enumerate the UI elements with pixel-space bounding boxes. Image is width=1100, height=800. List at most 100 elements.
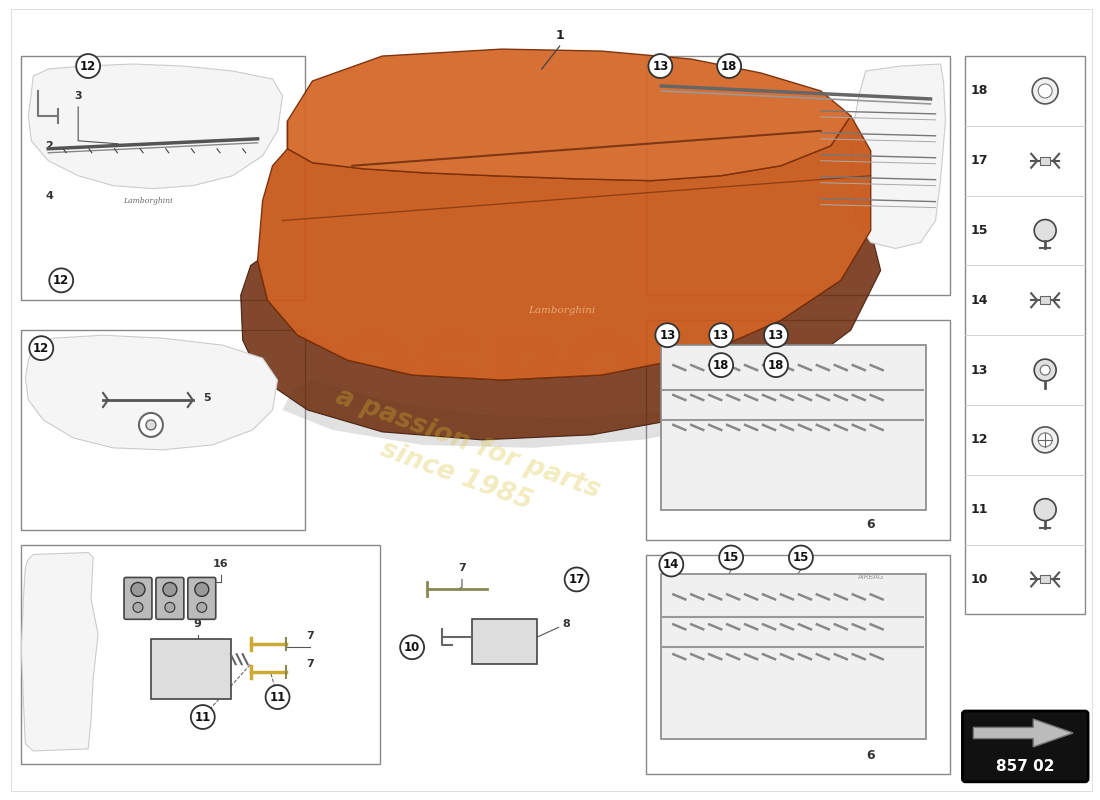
Polygon shape [29, 64, 283, 189]
Text: 2: 2 [45, 141, 53, 150]
Text: 10: 10 [970, 573, 988, 586]
Circle shape [1041, 365, 1050, 375]
Text: 12: 12 [53, 274, 69, 287]
Polygon shape [241, 230, 881, 440]
Text: 5: 5 [202, 393, 210, 403]
Polygon shape [21, 553, 98, 751]
Bar [647, 320, 950, 539]
Text: 6: 6 [867, 749, 875, 762]
Text: 12: 12 [33, 342, 50, 354]
Text: 15: 15 [793, 551, 810, 564]
Circle shape [1034, 359, 1056, 381]
FancyBboxPatch shape [156, 578, 184, 619]
Text: 11: 11 [270, 690, 286, 703]
Text: 12: 12 [970, 434, 988, 446]
Polygon shape [257, 116, 871, 380]
Circle shape [710, 323, 733, 347]
Text: 11: 11 [970, 503, 988, 516]
Circle shape [190, 705, 214, 729]
Circle shape [648, 54, 672, 78]
Polygon shape [283, 370, 821, 448]
FancyBboxPatch shape [124, 578, 152, 619]
Bar [1041, 575, 1050, 583]
Text: 14: 14 [663, 558, 680, 571]
Bar [661, 345, 925, 510]
Circle shape [717, 54, 741, 78]
Text: 18: 18 [713, 358, 729, 372]
Text: 6: 6 [867, 518, 875, 530]
Bar [1041, 157, 1050, 165]
Circle shape [133, 602, 143, 612]
Text: 9: 9 [194, 619, 201, 630]
Circle shape [197, 602, 207, 612]
Circle shape [1034, 219, 1056, 242]
Text: 18: 18 [768, 358, 784, 372]
FancyBboxPatch shape [472, 619, 537, 664]
Text: AUTOSPORTS: AUTOSPORTS [107, 331, 858, 429]
Circle shape [30, 336, 53, 360]
Text: 11: 11 [195, 710, 211, 723]
Circle shape [1032, 78, 1058, 104]
Circle shape [789, 546, 813, 570]
Circle shape [1032, 427, 1058, 453]
Text: 17: 17 [970, 154, 988, 167]
Circle shape [1034, 498, 1056, 521]
Circle shape [400, 635, 425, 659]
Text: 16: 16 [213, 559, 229, 570]
Circle shape [719, 546, 744, 570]
Text: 18: 18 [720, 59, 737, 73]
Text: 13: 13 [659, 329, 675, 342]
Polygon shape [974, 719, 1074, 747]
Text: 14: 14 [970, 294, 988, 307]
Bar [647, 554, 950, 774]
Circle shape [265, 685, 289, 709]
Text: AIRBAG: AIRBAG [858, 574, 883, 581]
Circle shape [656, 323, 680, 347]
Polygon shape [850, 64, 946, 249]
Circle shape [165, 602, 175, 612]
Text: 15: 15 [723, 551, 739, 564]
FancyBboxPatch shape [151, 639, 231, 699]
Circle shape [76, 54, 100, 78]
Circle shape [659, 553, 683, 577]
FancyBboxPatch shape [962, 711, 1088, 782]
Bar [21, 545, 381, 764]
Polygon shape [25, 335, 277, 450]
Bar [21, 330, 306, 530]
Polygon shape [287, 49, 850, 181]
Circle shape [131, 582, 145, 596]
Text: 7: 7 [307, 631, 315, 642]
Text: 7: 7 [458, 563, 466, 574]
Circle shape [564, 567, 589, 591]
Text: 8: 8 [563, 619, 571, 630]
Circle shape [764, 353, 788, 377]
Text: 7: 7 [307, 659, 315, 669]
Circle shape [195, 582, 209, 596]
Text: 3: 3 [75, 91, 82, 101]
Circle shape [764, 323, 788, 347]
Text: 10: 10 [404, 641, 420, 654]
Text: 13: 13 [768, 329, 784, 342]
Text: 13: 13 [652, 59, 669, 73]
Bar [1041, 296, 1050, 304]
Circle shape [146, 420, 156, 430]
Text: 1: 1 [556, 29, 564, 42]
Text: 15: 15 [970, 224, 988, 237]
Bar [21, 56, 306, 300]
Circle shape [139, 413, 163, 437]
Bar [966, 56, 1085, 614]
Circle shape [50, 269, 74, 292]
Text: Lamborghini: Lamborghini [123, 197, 173, 205]
Circle shape [163, 582, 177, 596]
Text: 13: 13 [970, 363, 988, 377]
Text: Lamborghini: Lamborghini [528, 306, 595, 314]
Text: 13: 13 [713, 329, 729, 342]
FancyBboxPatch shape [188, 578, 216, 619]
Text: a passion for parts
since 1985: a passion for parts since 1985 [320, 384, 604, 536]
Bar [661, 574, 925, 739]
Text: 12: 12 [80, 59, 97, 73]
Text: 857 02: 857 02 [996, 759, 1055, 774]
Text: 18: 18 [970, 85, 988, 98]
Text: 17: 17 [569, 573, 585, 586]
Circle shape [710, 353, 733, 377]
